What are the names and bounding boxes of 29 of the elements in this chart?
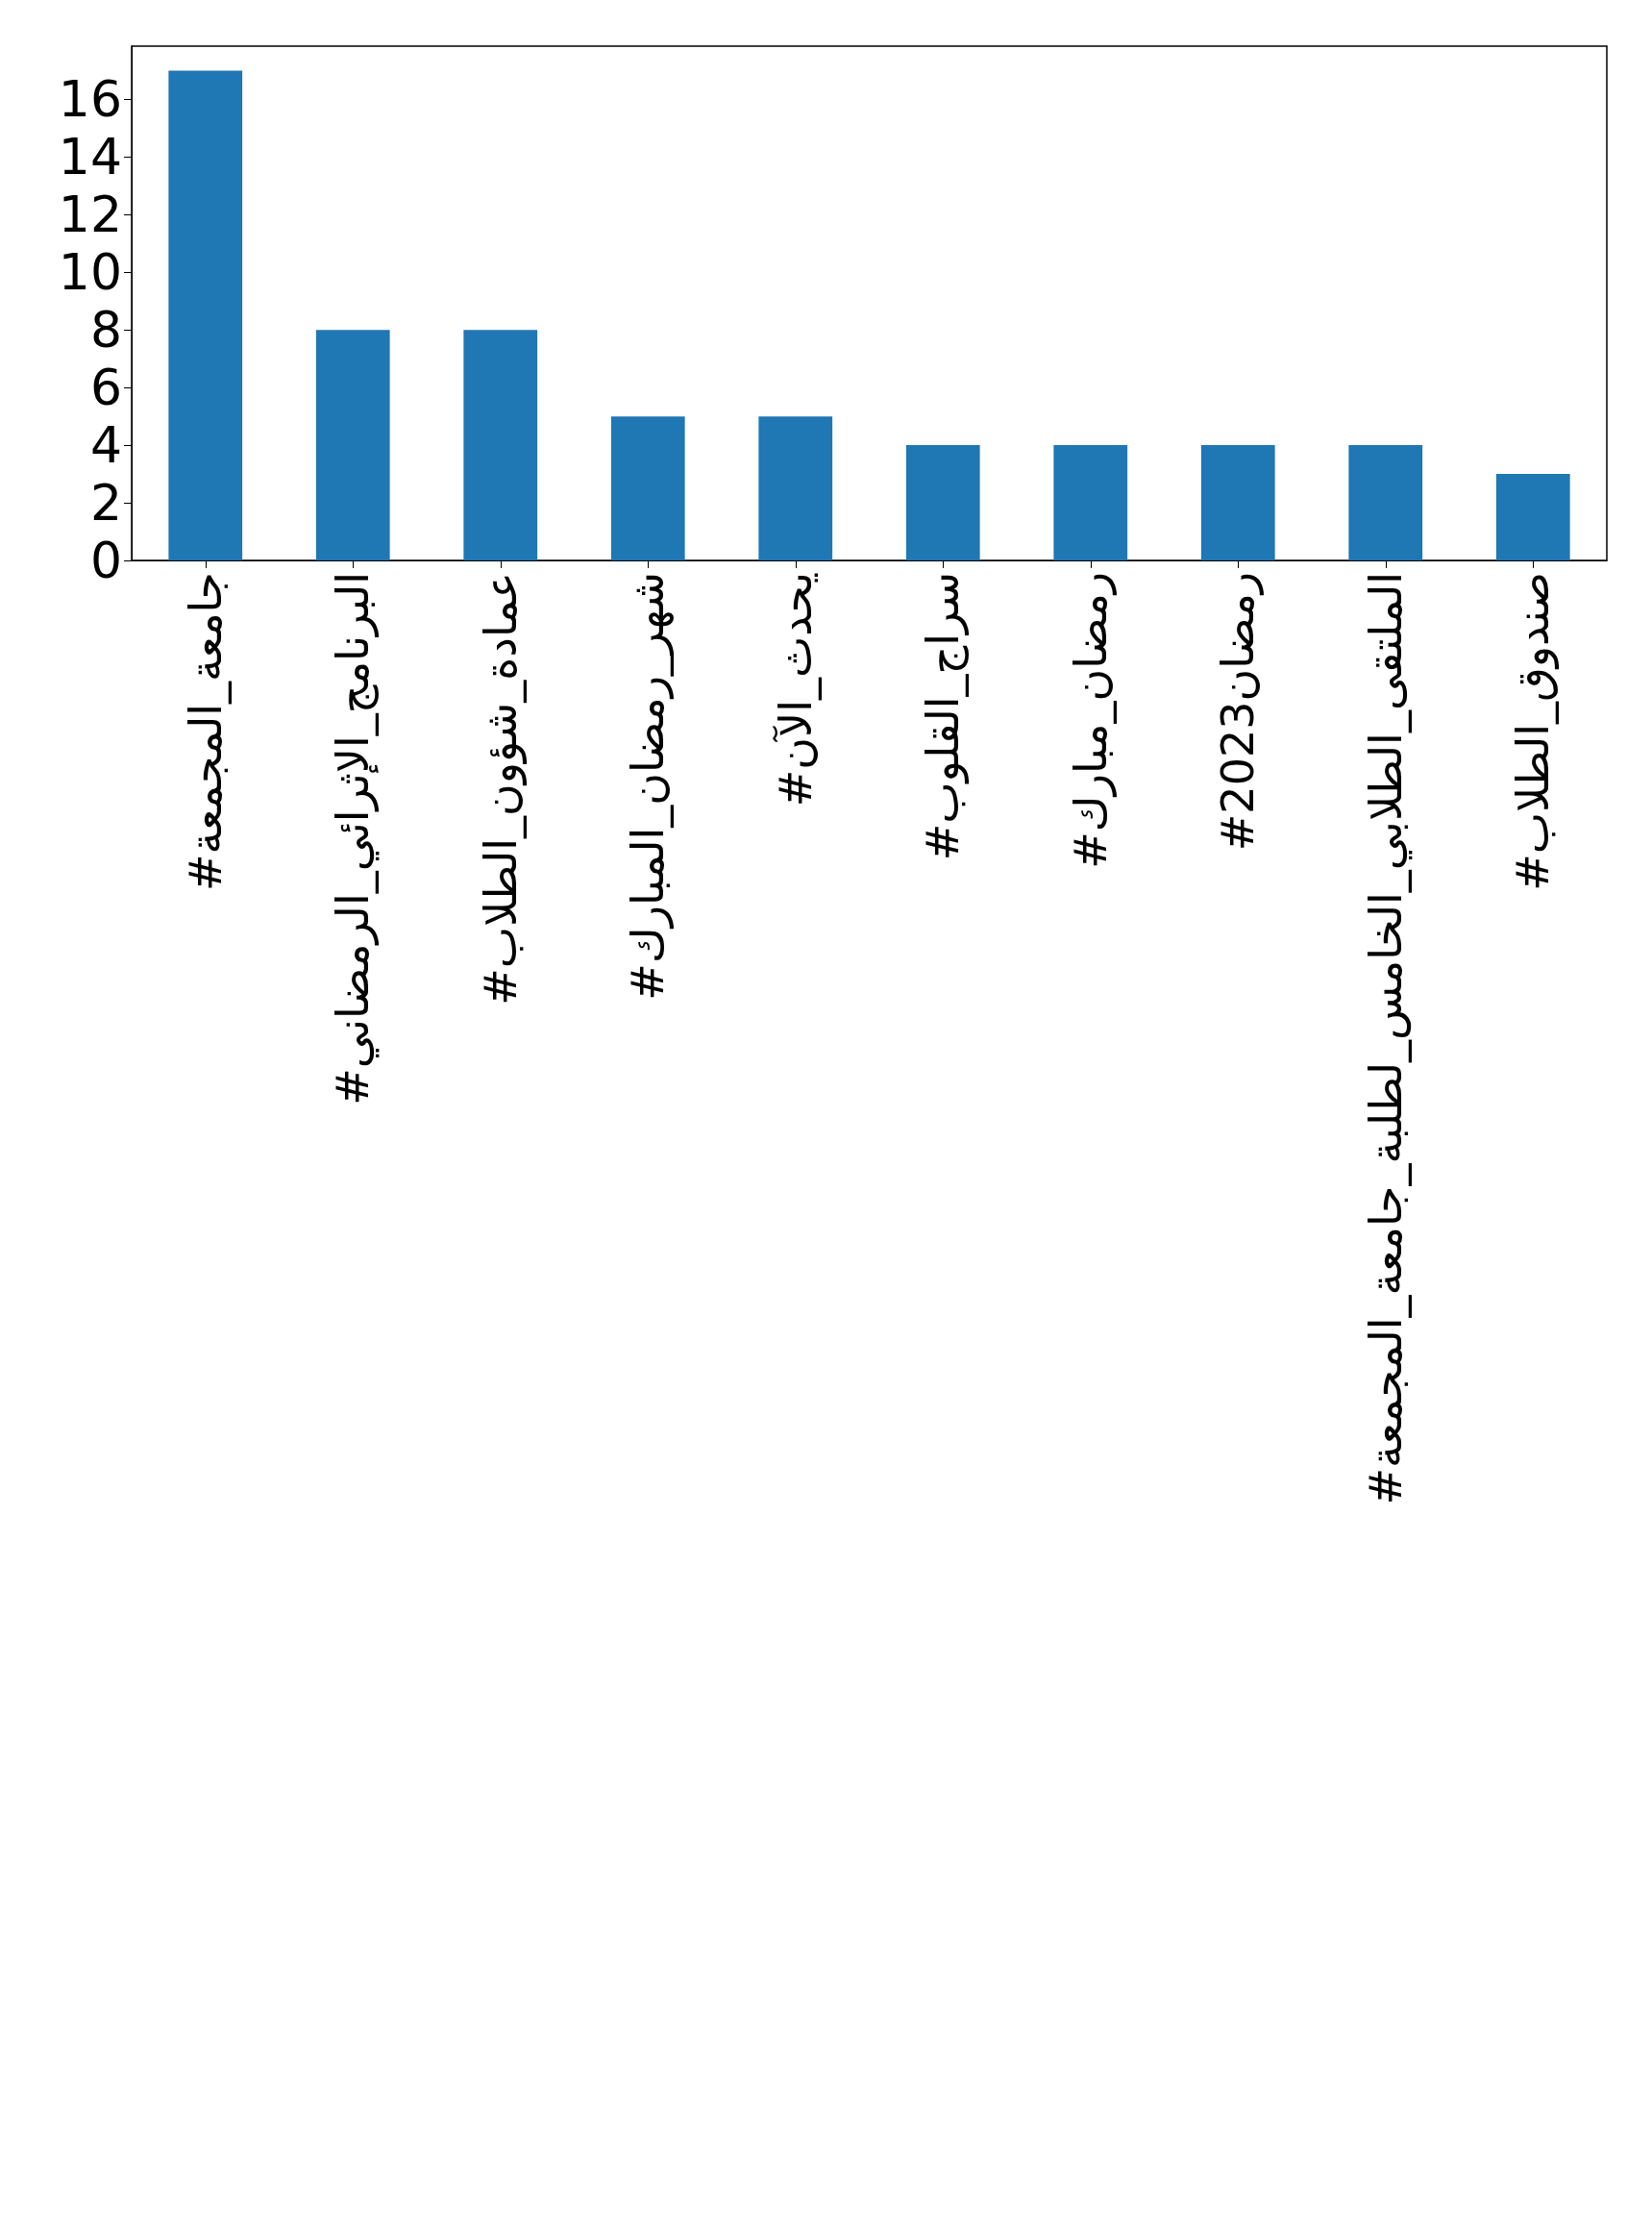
bar bbox=[1200, 445, 1275, 560]
x-tick-label: #صندوق_الطلاب bbox=[1507, 572, 1561, 891]
y-tick-label: 6 bbox=[89, 359, 122, 417]
bar bbox=[463, 330, 538, 560]
bar bbox=[758, 416, 833, 560]
bar bbox=[168, 70, 243, 560]
bar bbox=[1495, 474, 1570, 560]
x-tick-label: #شهر_رمضان_المبارك bbox=[622, 572, 676, 1001]
x-tick-label: #الملتقى_الطلابي_الخامس_لطلبة_جامعة_المجمعة bbox=[1359, 572, 1413, 1505]
x-tick-label: #رمضان_مبارك bbox=[1064, 572, 1117, 869]
x-tick-label: #البرنامج_الإثرائي_الرمضاني bbox=[327, 572, 381, 1105]
x-tick-label: #سراج_القلوب bbox=[917, 572, 971, 861]
x-tick-label: #جامعة_المجمعة bbox=[179, 572, 232, 892]
y-tick-label: 0 bbox=[89, 532, 122, 589]
bar bbox=[1348, 445, 1423, 560]
y-tick-label: 4 bbox=[89, 416, 122, 475]
y-tick-label: 2 bbox=[89, 474, 122, 533]
bar bbox=[905, 445, 980, 560]
bar bbox=[610, 416, 685, 560]
y-tick-label: 16 bbox=[58, 70, 122, 129]
x-tick-label: #يحدث_الآن bbox=[769, 572, 822, 807]
y-tick-label: 12 bbox=[58, 186, 122, 244]
bar bbox=[1053, 445, 1128, 560]
y-tick-label: 14 bbox=[58, 128, 122, 186]
y-tick-label: 10 bbox=[58, 243, 122, 302]
bar bbox=[315, 330, 390, 560]
y-tick-label: 8 bbox=[89, 301, 122, 360]
x-tick-label: #رمضان2023 bbox=[1212, 572, 1265, 852]
x-tick-label: #عمادة_شؤون_الطلاب bbox=[474, 572, 528, 1005]
